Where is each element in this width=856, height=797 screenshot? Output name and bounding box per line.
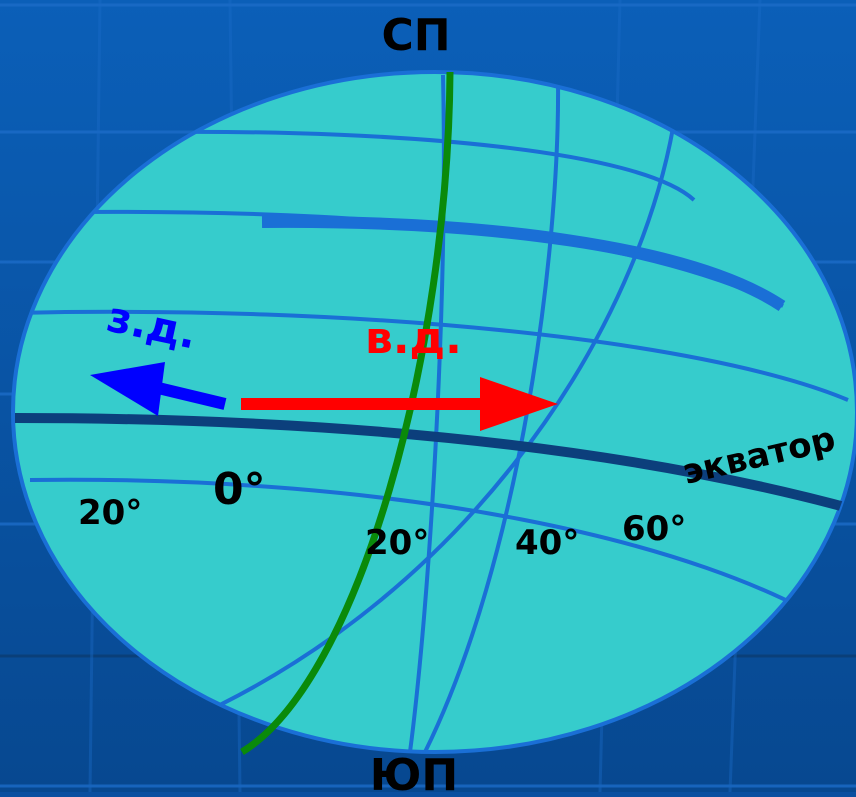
parallel-line bbox=[29, 477, 842, 632]
west-arrow bbox=[90, 362, 227, 416]
degree-0-label: 0° bbox=[213, 464, 266, 515]
degree-west-20-label: 20° bbox=[78, 493, 142, 533]
south-pole-label: ЮП bbox=[370, 750, 458, 792]
degree-east-60-label: 60° bbox=[622, 509, 686, 549]
parallel-line bbox=[14, 309, 849, 402]
meridian-60 bbox=[104, 74, 682, 752]
parallel-line-bold bbox=[261, 215, 786, 312]
degree-east-40-label: 40° bbox=[515, 523, 579, 563]
degree-east-20-label: 20° bbox=[365, 523, 429, 563]
globe bbox=[11, 70, 856, 754]
east-arrow bbox=[241, 377, 558, 431]
equator-line bbox=[14, 413, 856, 515]
east-longitude-label: в.д. bbox=[365, 313, 462, 364]
north-pole-label: СП bbox=[381, 10, 450, 61]
prime-meridian bbox=[240, 71, 454, 755]
globe-grid bbox=[14, 74, 856, 752]
